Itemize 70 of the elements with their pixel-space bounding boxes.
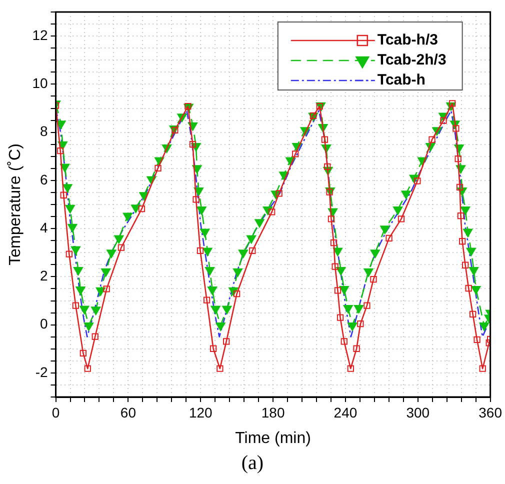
point: [347, 365, 354, 372]
point: [330, 239, 338, 246]
point: [479, 365, 486, 372]
y-tick-label: 4: [40, 219, 48, 236]
point: [72, 302, 80, 309]
point: [457, 212, 464, 220]
point: [234, 290, 240, 298]
point: [474, 336, 480, 344]
point: [324, 163, 331, 170]
point: [216, 365, 224, 372]
point: [328, 216, 335, 222]
point: [268, 208, 276, 216]
legend-label: Tcab-h: [377, 72, 426, 89]
point: [192, 196, 200, 203]
x-tick-label: 300: [406, 404, 430, 420]
point: [398, 216, 405, 222]
point: [249, 247, 256, 254]
point: [428, 136, 436, 143]
y-axis-title: Temperature (˚C): [7, 144, 24, 266]
x-tick-label: 360: [478, 404, 502, 420]
text: (a): [240, 452, 265, 475]
y-tick-label: 12: [32, 26, 48, 43]
y-tick-label: 8: [40, 123, 48, 140]
point: [210, 345, 217, 352]
y-tick-label: 0: [40, 316, 48, 332]
point: [57, 148, 64, 154]
point: [310, 112, 317, 120]
y-tick-label: 2: [40, 268, 48, 284]
x-tick-label: 240: [334, 404, 358, 420]
x-tick-label: 60: [120, 404, 136, 420]
point: [456, 184, 464, 191]
point: [370, 276, 377, 283]
y-tick-label: 6: [40, 171, 48, 188]
point: [414, 178, 421, 184]
point: [80, 350, 86, 357]
point: [118, 244, 125, 251]
point: [364, 302, 370, 309]
point: [154, 164, 162, 172]
point: [386, 234, 392, 242]
point: [454, 155, 462, 162]
x-tick-label: 120: [188, 404, 213, 420]
point: [357, 320, 364, 328]
point: [92, 333, 98, 340]
point: [462, 262, 469, 268]
point: [332, 263, 338, 270]
point: [334, 287, 342, 294]
y-tick-label: -2: [35, 364, 48, 380]
point: [469, 310, 476, 318]
point: [60, 192, 67, 198]
x-axis-title: Time (min): [235, 430, 311, 447]
point: [66, 250, 72, 258]
point: [223, 338, 230, 345]
point: [336, 314, 344, 321]
point: [340, 338, 348, 345]
point: [465, 284, 472, 292]
point: [103, 286, 110, 292]
point: [353, 345, 360, 352]
legend-label: Tcab-2h/3: [377, 52, 446, 69]
point: [203, 296, 210, 304]
x-tick-label: 0: [52, 404, 60, 420]
x-tick-label: 180: [261, 404, 285, 420]
point: [458, 238, 466, 245]
point: [196, 247, 204, 254]
legend-label: Tcab-h/3: [377, 32, 438, 49]
point: [292, 150, 299, 158]
point: [321, 136, 328, 143]
point: [316, 102, 323, 110]
point: [84, 365, 91, 372]
point: [138, 206, 146, 212]
y-tick-label: 10: [32, 75, 48, 92]
